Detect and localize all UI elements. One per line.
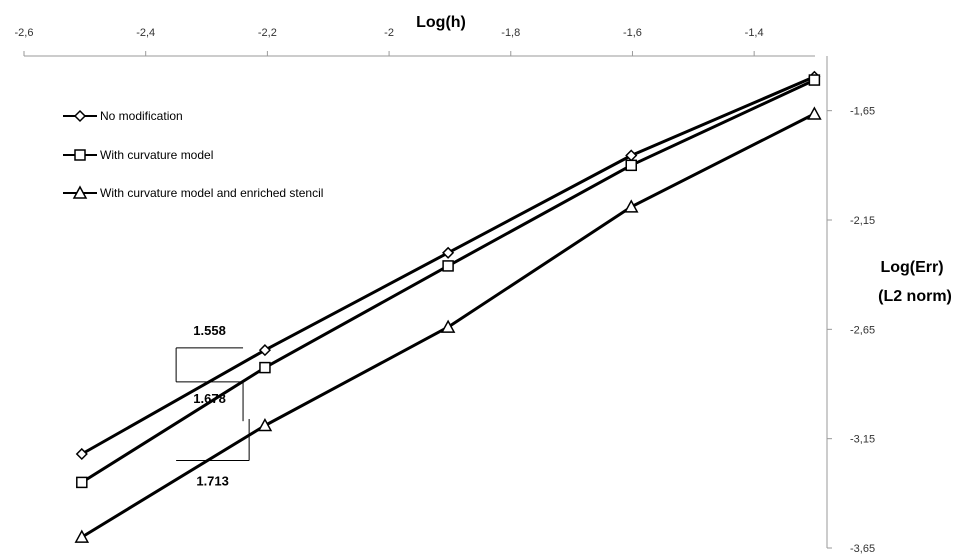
x-tick-marks [23, 51, 755, 56]
y-axis-title-line-2: (L2 norm) [878, 288, 952, 305]
slope-annotations: 1.558 1.678 1.713 [175, 323, 250, 489]
legend-label-no-modification: No modification [100, 109, 183, 123]
series-lines [81, 75, 816, 539]
y-tick-label: -3,65 [850, 543, 875, 555]
data-point-square [259, 361, 271, 374]
legend-item-with-curvature-model: With curvature model [63, 148, 213, 162]
y-tick-label: -3,15 [850, 434, 875, 446]
slope-label: 1.678 [193, 391, 226, 406]
data-point-triangle [74, 529, 90, 543]
x-tick-labels: -2,6 -2,4 -2,2 -2 -1,8 -1,6 -1,4 [15, 27, 764, 39]
slope-triangle: 1.558 [175, 323, 244, 382]
series-line-2 [81, 78, 816, 484]
y-tick-marks [827, 110, 832, 549]
x-tick-label: -1,6 [623, 27, 642, 39]
y-tick-label: -2,15 [850, 215, 875, 227]
data-point-diamond [75, 447, 88, 461]
data-point-square [76, 476, 88, 489]
slope-label: 1.558 [193, 323, 226, 338]
y-tick-label: -1,65 [850, 106, 875, 118]
legend: No modification With curvature model Wit… [63, 109, 323, 200]
x-tick-label: -1,4 [745, 27, 764, 39]
data-point-triangle [623, 199, 639, 213]
x-tick-label: -2 [384, 27, 394, 39]
legend-item-with-curvature-model-and-enriched-stencil: With curvature model and enriched stenci… [63, 185, 323, 200]
data-point-square [442, 260, 454, 272]
legend-marker-diamond-icon [73, 109, 87, 123]
data-point-triangle [257, 417, 273, 432]
y-axis-title-line-1: Log(Err) [880, 259, 943, 276]
data-point-triangle [807, 106, 822, 120]
y-axis: -1,65 -2,15 -2,65 -3,15 -3,65 Log(Err) (L2 n… [826, 56, 952, 555]
x-tick-label: -2,6 [15, 27, 34, 39]
x-tick-label: -1,8 [501, 27, 520, 39]
legend-label-with-curvature-model-and-enriched-stencil: With curvature model and enriched stenci… [100, 186, 323, 200]
x-axis-title: Log(h) [416, 14, 466, 31]
slope-triangle: 1.713 [176, 418, 250, 489]
data-point-square [625, 159, 637, 172]
y-tick-label: -2,65 [850, 324, 875, 336]
data-point-diamond [442, 246, 455, 259]
x-tick-label: -2,2 [258, 27, 277, 39]
legend-marker-square-icon [74, 149, 86, 161]
x-axis: -2,6 -2,4 -2,2 -2 -1,8 -1,6 -1,4 Log(h) [15, 14, 815, 57]
data-point-triangle [440, 319, 456, 333]
legend-marker-triangle-icon [72, 185, 88, 199]
legend-item-no-modification: No modification [63, 109, 183, 123]
y-tick-labels: -1,65 -2,15 -2,65 -3,15 -3,65 [850, 106, 875, 555]
series-markers [74, 70, 822, 543]
slope-label: 1.713 [196, 474, 229, 489]
data-point-diamond [258, 344, 272, 357]
data-point-square [808, 74, 821, 86]
x-tick-label: -2,4 [136, 27, 155, 39]
legend-label-with-curvature-model: With curvature model [100, 148, 213, 162]
